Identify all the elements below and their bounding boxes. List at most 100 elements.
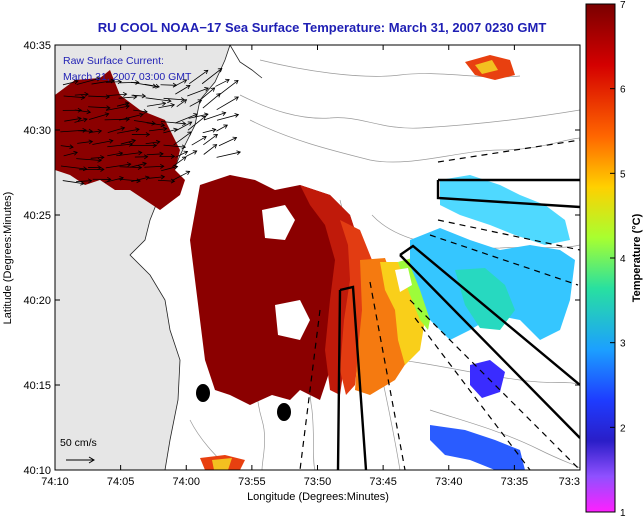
y-tick-label: 40:30 [23, 125, 51, 137]
current-vector-head [232, 136, 238, 142]
current-vector-head [152, 143, 158, 148]
x-tick-label: 74:00 [172, 476, 200, 488]
current-vector-head [136, 178, 141, 184]
current-vector [117, 128, 140, 134]
current-vector-head [155, 139, 161, 145]
current-vector [218, 137, 237, 147]
current-vector-head [82, 166, 88, 172]
colorbar-tick-label: 5 [620, 169, 626, 180]
colorbar-label: Temperature (°C) [631, 213, 643, 302]
current-vector-head [145, 175, 150, 181]
current-vector [88, 95, 110, 98]
current-vector [133, 109, 148, 113]
current-vector [216, 96, 239, 111]
current-vector-head [105, 94, 111, 100]
current-vector [187, 115, 206, 131]
colorbar-tick-label: 4 [620, 254, 626, 265]
current-vector-head [236, 150, 242, 156]
current-vector [105, 81, 122, 83]
current-vector-head [135, 80, 140, 85]
current-vector-head [234, 96, 239, 101]
current-vector [116, 152, 142, 157]
current-vector-head [187, 131, 192, 136]
current-vector [131, 176, 150, 183]
current-vector [76, 180, 92, 183]
current-vector [76, 158, 102, 161]
current-vector-head [160, 122, 166, 128]
current-vector-head [185, 170, 191, 176]
current-vector [104, 118, 130, 121]
current-vector [74, 93, 89, 96]
current-vector [203, 134, 218, 146]
current-vector-head [100, 155, 105, 160]
current-vector-head [124, 101, 130, 107]
current-vector [191, 136, 207, 146]
x-tick-label: 74:10 [41, 476, 69, 488]
current-vector [171, 171, 190, 181]
current-vector-head [145, 132, 151, 137]
current-vector-head [225, 78, 230, 84]
current-vector-head [120, 126, 126, 131]
current-vector [64, 117, 82, 122]
station-marker [277, 403, 291, 421]
current-vector-head [104, 112, 110, 117]
current-vector [76, 77, 101, 85]
current-vector [203, 144, 217, 155]
current-vector [148, 128, 167, 132]
current-vector-head [183, 150, 189, 156]
current-vector [63, 95, 85, 99]
current-vector [144, 165, 164, 168]
current-vector [107, 143, 133, 148]
current-vector [119, 113, 144, 121]
current-vector-head [197, 99, 203, 104]
current-vector-head [77, 107, 83, 113]
current-vector-head [159, 151, 164, 157]
overlay-label: Raw Surface Current: [63, 55, 164, 67]
current-vector-head [118, 151, 124, 156]
current-vector-head [187, 121, 193, 126]
current-vector-head [96, 76, 101, 82]
current-vector-head [223, 124, 229, 129]
current-vector [129, 162, 147, 168]
current-vector-head [82, 127, 87, 133]
current-vector-head [234, 113, 240, 118]
current-vector-head [193, 113, 198, 118]
current-vector-head [139, 112, 144, 118]
current-vector-head [117, 79, 122, 85]
sst-field [55, 55, 575, 470]
x-tick-label: 74:05 [107, 476, 135, 488]
current-vector [107, 152, 123, 157]
current-vector-head [83, 117, 88, 123]
current-vector [175, 113, 198, 124]
current-vector [174, 121, 192, 132]
current-vector [163, 144, 186, 148]
current-vector-head [155, 83, 160, 89]
current-vector-head [192, 150, 198, 155]
current-vector [187, 87, 209, 97]
current-vector [148, 176, 165, 179]
current-vector [145, 141, 160, 145]
current-vector-head [97, 157, 102, 163]
current-vector [188, 113, 209, 119]
current-vector-head [202, 136, 207, 141]
current-vector-head [87, 178, 93, 184]
current-vector-head [73, 150, 78, 156]
current-vector [157, 179, 175, 182]
current-vector [160, 84, 177, 86]
current-vector [146, 153, 164, 156]
current-vector-head [108, 138, 114, 144]
current-vector-head [143, 109, 148, 114]
y-axis-label: Latitude (Degrees:Minutes) [2, 192, 14, 325]
current-vector-head [181, 144, 187, 150]
current-vector-head [122, 91, 128, 97]
current-vector [175, 85, 191, 95]
current-vector-head [160, 174, 166, 180]
current-vector [91, 80, 115, 85]
current-vector [146, 102, 166, 107]
current-vector [77, 141, 93, 144]
current-vector [189, 99, 202, 107]
current-vector [216, 151, 241, 158]
overlay-time: March 31, 2007 03:00 GMT [63, 71, 192, 83]
current-vector [173, 131, 192, 146]
current-vector [216, 114, 239, 121]
